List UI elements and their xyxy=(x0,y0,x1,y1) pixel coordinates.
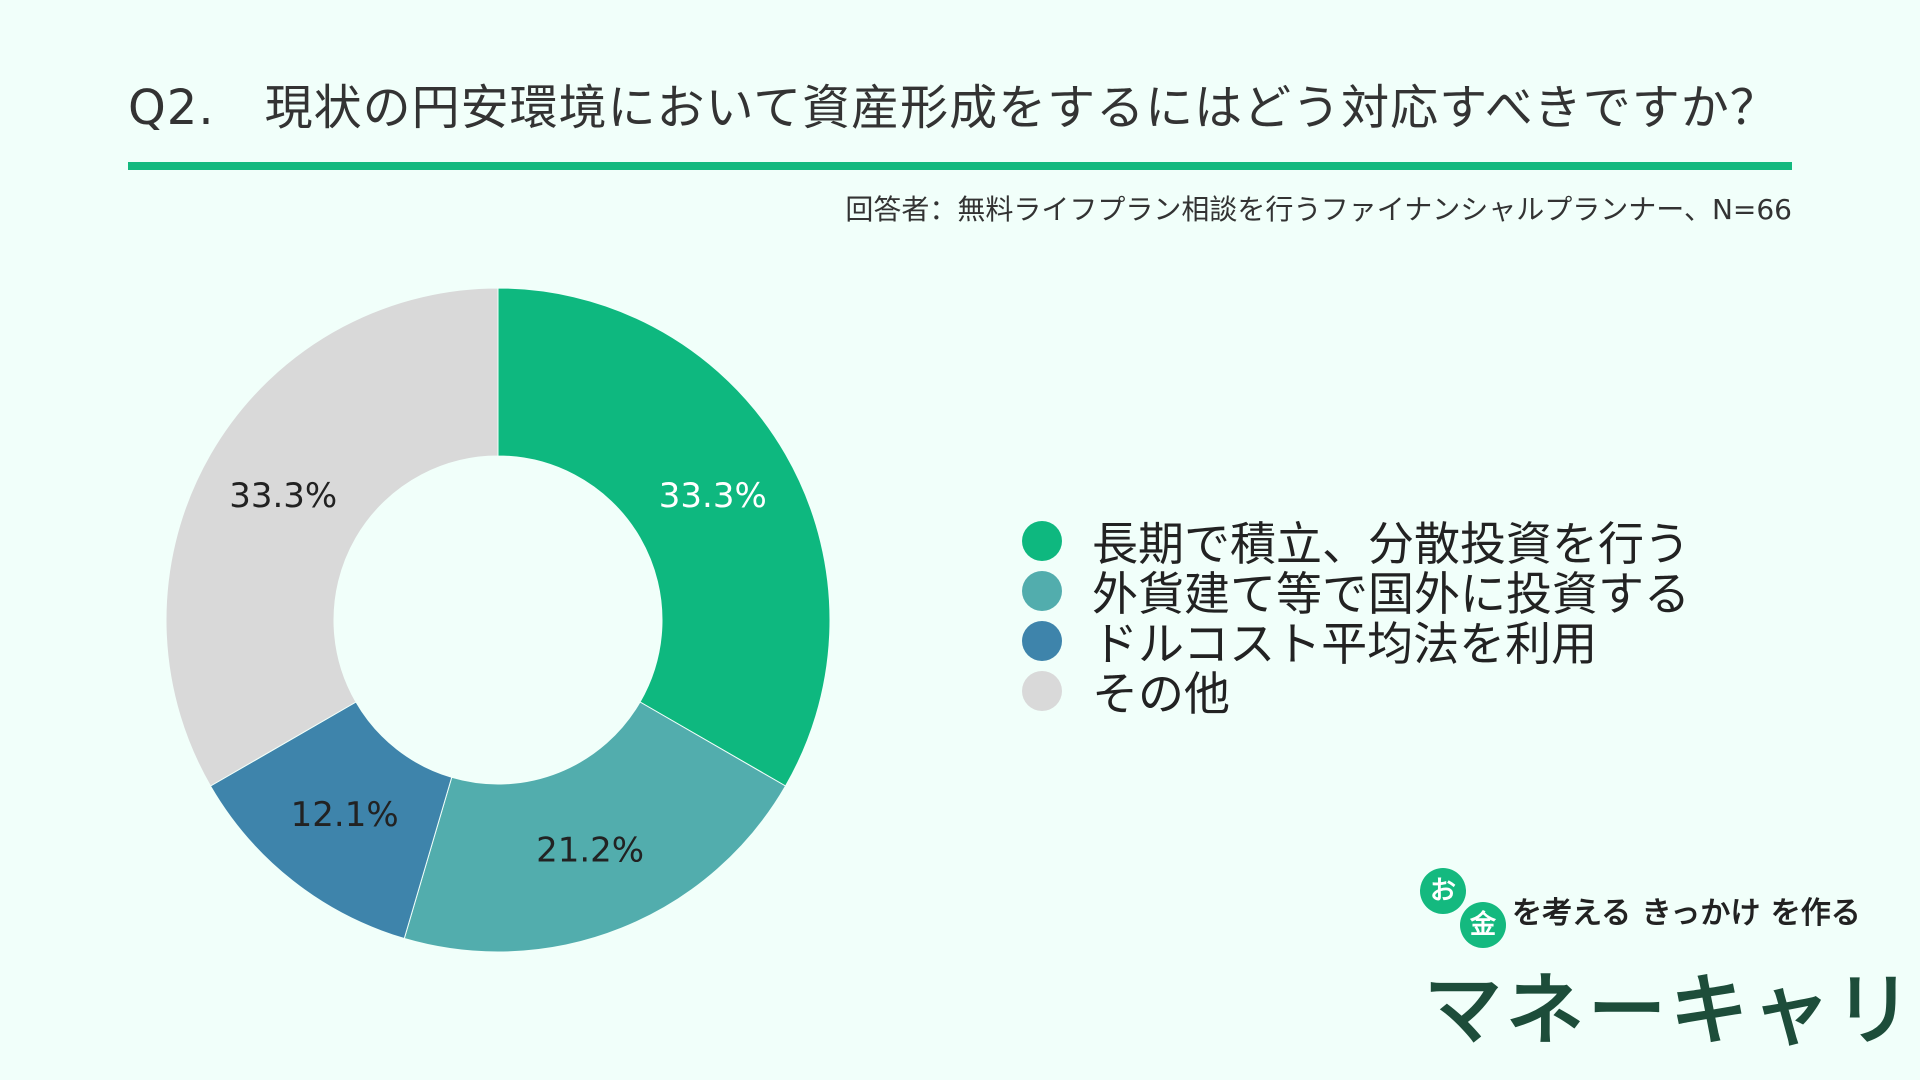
legend-label-3: ドルコスト平均法を利用 xyxy=(1092,617,1598,671)
legend-swatch-1 xyxy=(1022,521,1062,561)
slice-label-2: 21.2% xyxy=(536,830,644,870)
donut-slice-1 xyxy=(497,287,831,787)
legend-item-4: その他 xyxy=(1022,666,1690,721)
logo-circle-kin: 金 xyxy=(1460,902,1506,948)
logo-tagline: を考える きっかけ を作る xyxy=(1512,896,1861,931)
question-title: Q2. 現状の円安環境において資産形成をするにはどう対応すべきですか？ xyxy=(128,68,1779,138)
legend-item-1: 長期で積立、分散投資を行う xyxy=(1022,516,1690,571)
legend-label-1: 長期で積立、分散投資を行う xyxy=(1092,517,1690,571)
slice-label-3: 12.1% xyxy=(291,795,399,835)
legend-item-3: ドルコスト平均法を利用 xyxy=(1022,616,1690,671)
donut-slice-3 xyxy=(209,701,453,940)
legend-swatch-4 xyxy=(1022,671,1062,711)
donut-slice-4 xyxy=(165,287,499,787)
slice-label-1: 33.3% xyxy=(659,476,767,516)
logo-circle-o: お xyxy=(1420,868,1466,914)
question-number: Q2. xyxy=(128,80,215,136)
slice-label-4: 33.3% xyxy=(229,476,337,516)
legend-label-2: 外貨建て等で国外に投資する xyxy=(1092,567,1690,621)
logo-name: マネーキャリア xyxy=(1424,966,1920,1056)
donut-slice-2 xyxy=(403,701,787,953)
legend-swatch-3 xyxy=(1022,621,1062,661)
question-text: 現状の円安環境において資産形成をするにはどう対応すべきですか？ xyxy=(264,80,1779,136)
title-divider xyxy=(128,162,1792,170)
chart-legend: 長期で積立、分散投資を行う 外貨建て等で国外に投資する ドルコスト平均法を利用 その他 xyxy=(1022,516,1690,721)
money-career-logo: お 金 を考える きっかけ を作る マネーキャリア xyxy=(1420,868,1920,1056)
legend-item-2: 外貨建て等で国外に投資する xyxy=(1022,566,1690,621)
legend-label-4: その他 xyxy=(1092,667,1230,721)
legend-swatch-2 xyxy=(1022,571,1062,611)
respondents-note: 回答者：無料ライフプラン相談を行うファイナンシャルプランナー、N=66 xyxy=(845,193,1792,226)
